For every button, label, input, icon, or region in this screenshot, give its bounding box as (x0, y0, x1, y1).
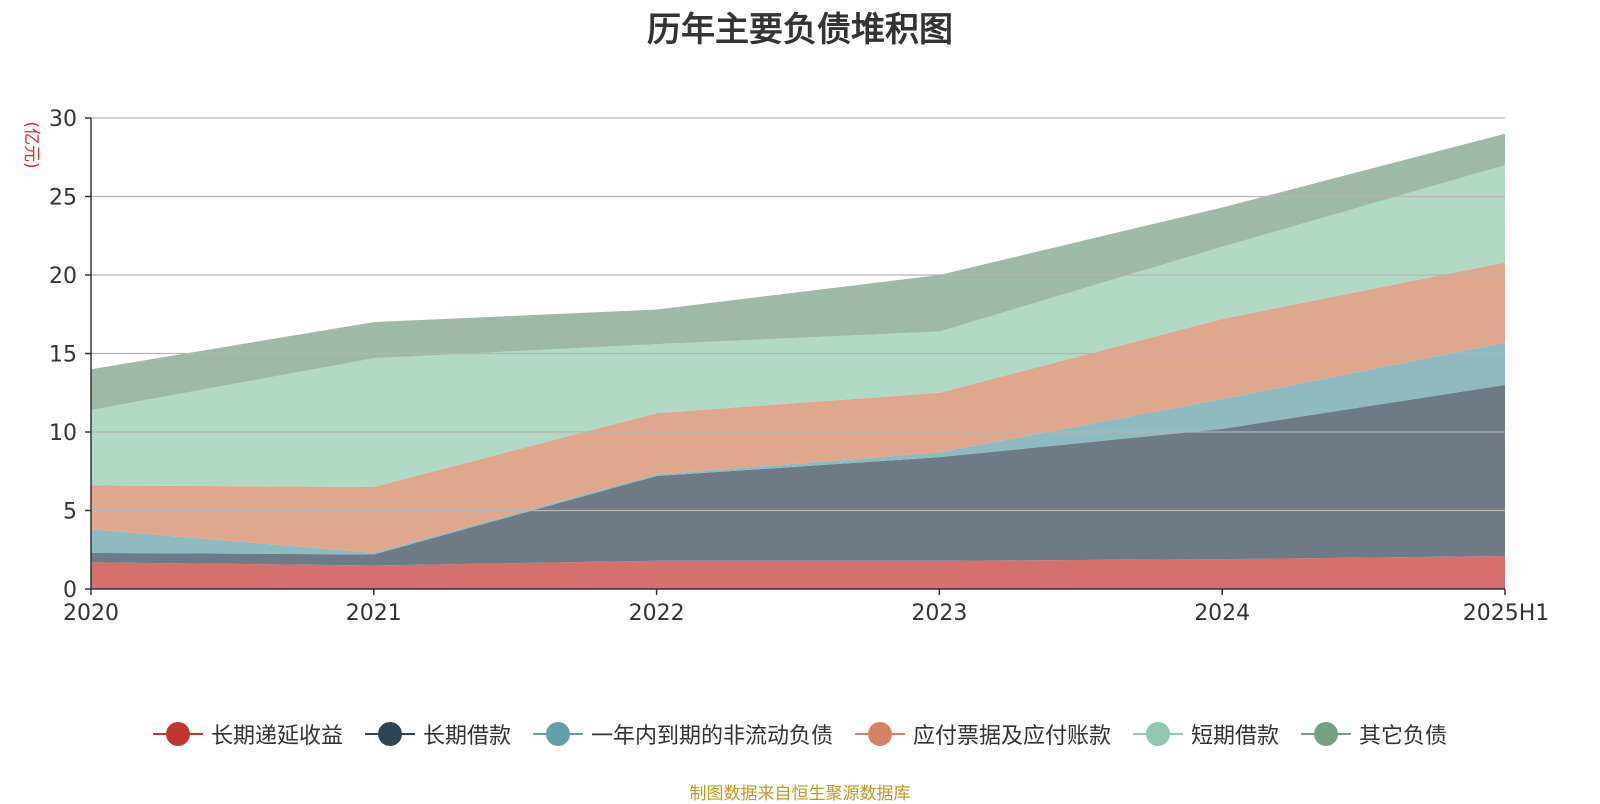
legend-item-2[interactable]: 长期借款 (364, 718, 511, 750)
stacked-area-plot: (亿元) 0 5 10 15 20 25 30 2020 2021 2022 2023 2024 202… (21, 107, 1549, 626)
legend-label: 长期递延收益 (210, 724, 343, 749)
x-tick-label: 2020 (63, 601, 119, 626)
y-tick-label: 10 (49, 421, 77, 446)
legend-label: 其它负债 (1359, 724, 1448, 749)
source-note: 制图数据来自恒生聚源数据库 (689, 784, 911, 804)
x-tick-label: 2025H1 (1463, 601, 1550, 626)
legend-label: 一年内到期的非流动负债 (590, 724, 833, 749)
legend-item-4[interactable]: 应付票据及应付账款 (855, 718, 1111, 750)
x-tick-label: 2022 (629, 601, 685, 626)
legend-marker (364, 722, 415, 746)
y-tick-label: 25 (49, 186, 77, 211)
area-series-4 (91, 262, 1505, 553)
y-tick-label: 30 (49, 107, 77, 132)
legend-marker (1133, 722, 1184, 746)
area-series-2 (91, 384, 1505, 566)
axis-labels: 0 5 10 15 20 25 30 2020 2021 2022 2023 2024 2025H1 (49, 107, 1549, 626)
legend-marker (1301, 722, 1352, 746)
area-layer (91, 133, 1505, 589)
gridlines (91, 117, 1505, 512)
legend-item-1[interactable]: 长期递延收益 (152, 718, 343, 750)
legend-marker (532, 722, 583, 746)
legend-marker (855, 722, 905, 746)
x-tick-label: 2023 (911, 601, 967, 626)
x-tick-label: 2024 (1194, 601, 1250, 626)
y-tick-label: 5 (63, 500, 77, 525)
legend-label: 短期借款 (1191, 724, 1280, 749)
area-series-5 (91, 165, 1505, 487)
legend-item-5[interactable]: 短期借款 (1133, 718, 1279, 750)
legend-label: 应付票据及应付账款 (913, 724, 1112, 749)
area-series-1 (91, 556, 1505, 589)
legend-item-6[interactable]: 其它负债 (1301, 718, 1447, 750)
legend-label: 长期借款 (422, 724, 511, 749)
y-tick-label: 15 (49, 343, 77, 368)
x-tick-label: 2021 (346, 601, 402, 626)
area-series-6 (91, 133, 1505, 411)
y-tick-label: 20 (49, 264, 77, 289)
axes (85, 117, 1506, 595)
legend-marker (152, 722, 203, 746)
chart-title: 历年主要负债堆积图 (647, 10, 953, 50)
y-tick-label: 0 (63, 578, 77, 603)
legend-item-3[interactable]: 一年内到期的非流动负债 (532, 718, 833, 750)
y-axis-unit-label: (亿元) (21, 121, 41, 168)
legend: 长期递延收益 长期借款 一年内到期的非流动负债 应付票据及应付账款 短期借款 其它负债 (0, 718, 1600, 750)
